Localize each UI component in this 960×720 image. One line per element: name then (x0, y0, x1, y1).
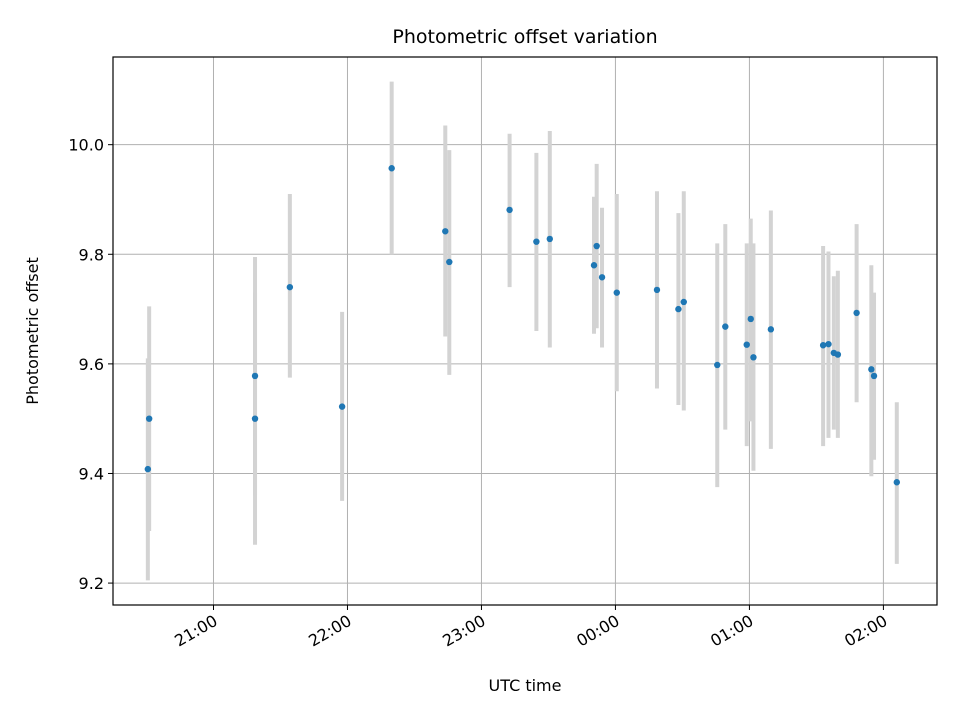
y-tick-label: 10.0 (68, 136, 104, 155)
data-point (251, 372, 259, 380)
data-point (722, 323, 729, 330)
data-point (338, 403, 346, 410)
data-point (834, 351, 842, 358)
data-point (446, 258, 453, 266)
data-point (893, 479, 901, 486)
data-point (442, 228, 449, 235)
data-point (593, 242, 600, 250)
data-point (653, 286, 661, 294)
data-point (868, 366, 875, 373)
data-point (750, 354, 757, 361)
y-tick-label: 9.6 (79, 355, 104, 374)
data-point (533, 238, 540, 245)
y-tick-label: 9.4 (79, 464, 104, 483)
data-point (506, 206, 513, 214)
y-axis-label: Photometric offset (23, 257, 42, 405)
data-points (144, 165, 901, 486)
y-axis: 9.2 9.4 9.6 9.8 10.0 (68, 136, 113, 593)
chart-title: Photometric offset variation (392, 26, 657, 48)
data-point (144, 465, 152, 473)
y-tick-label: 9.8 (79, 245, 104, 264)
data-point (675, 305, 682, 313)
data-point (286, 283, 294, 291)
data-point (767, 326, 775, 333)
data-point (825, 340, 832, 348)
data-point (590, 262, 598, 269)
data-point (819, 342, 827, 349)
data-point (743, 341, 750, 348)
data-point (598, 274, 606, 281)
data-point (251, 415, 259, 422)
data-point (714, 361, 721, 369)
data-point (870, 372, 878, 380)
x-axis-label: UTC time (489, 676, 562, 695)
data-point (613, 289, 620, 296)
data-point (546, 235, 553, 243)
plot-frame (112, 56, 938, 606)
data-point (680, 298, 687, 306)
data-point (853, 309, 860, 317)
data-point (747, 315, 754, 323)
data-point (388, 165, 395, 172)
y-tick-label: 9.2 (79, 574, 104, 593)
data-point (145, 415, 153, 422)
